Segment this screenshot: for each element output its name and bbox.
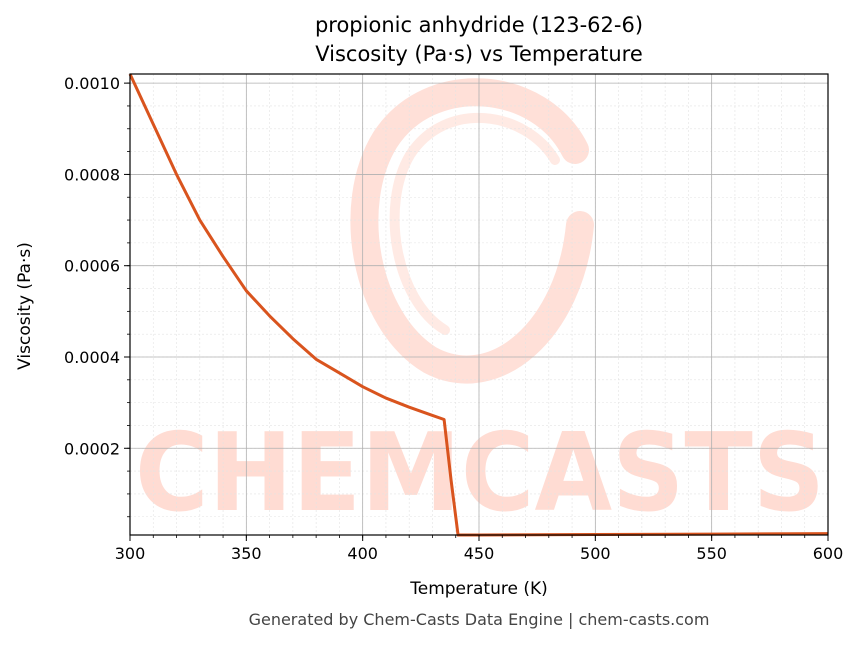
x-tick-label: 400 — [347, 544, 378, 563]
x-tick-label: 550 — [696, 544, 727, 563]
chart-subtitle: Viscosity (Pa·s) vs Temperature — [315, 42, 643, 66]
y-tick-label: 0.0010 — [64, 74, 120, 93]
y-tick-label: 0.0002 — [64, 439, 120, 458]
x-tick-label: 450 — [464, 544, 495, 563]
footer-credit: Generated by Chem-Casts Data Engine | ch… — [249, 610, 710, 629]
grid — [129, 74, 829, 535]
x-tick-label: 500 — [580, 544, 611, 563]
x-tick-label: 300 — [115, 544, 146, 563]
axes: 300 350 400 450 500 550 600 0.0002 0.0004 0.0006 0… — [64, 73, 844, 563]
watermark-logo-ring — [350, 78, 594, 384]
x-tick-label: 600 — [813, 544, 844, 563]
y-axis-label: Viscosity (Pa·s) — [15, 242, 35, 370]
y-tick-label: 0.0008 — [64, 165, 120, 184]
watermark: CHEMCASTS — [135, 78, 825, 536]
x-tick-label: 350 — [231, 544, 262, 563]
watermark-text: CHEMCASTS — [135, 411, 825, 536]
y-tick-label: 0.0004 — [64, 348, 120, 367]
chart-title: propionic anhydride (123-62-6) — [315, 13, 643, 37]
y-tick-label: 0.0006 — [64, 257, 120, 276]
x-axis-label: Temperature (K) — [409, 579, 548, 599]
